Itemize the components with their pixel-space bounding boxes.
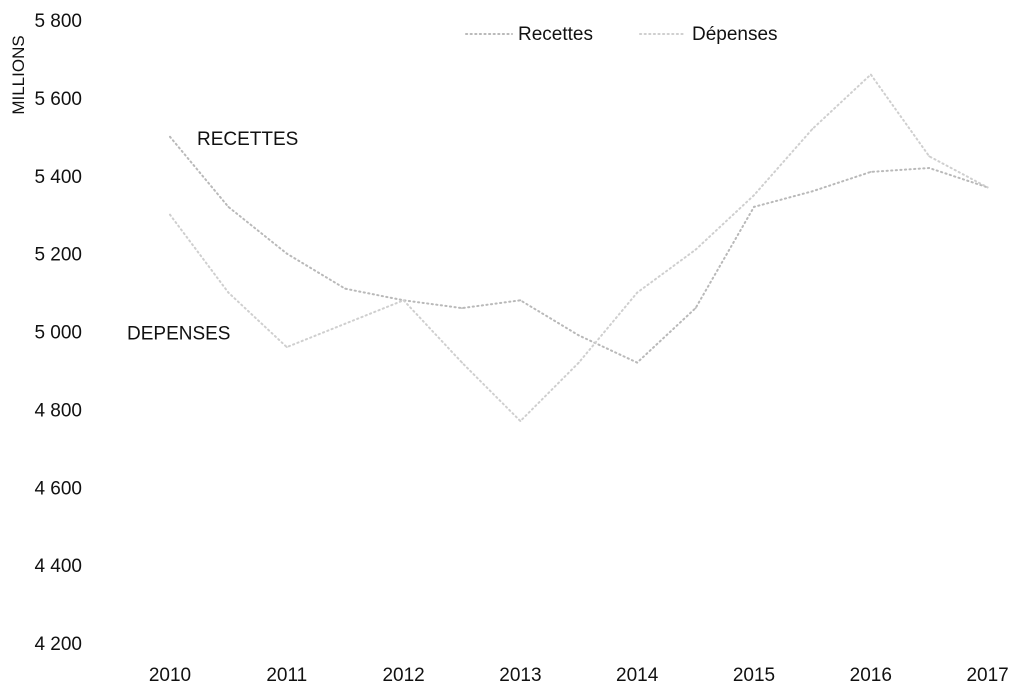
x-tick-label: 2010 [149,665,191,686]
data-point [811,128,814,130]
y-tick-label: 5 200 [34,245,82,266]
data-point [227,206,230,208]
data-point [169,213,171,216]
annotation-label: RECETTES [197,129,298,150]
x-tick-label: 2017 [966,665,1008,686]
data-point [753,194,755,197]
data-point [519,299,522,302]
series-group [169,73,989,423]
y-tick-label: 4 800 [34,400,82,421]
data-point [577,334,580,337]
data-point [928,167,931,169]
data-point [519,420,522,422]
x-tick-label: 2015 [733,665,775,686]
data-point [344,322,347,325]
data-point [402,299,405,302]
data-point [811,190,814,193]
data-point [461,307,463,309]
data-point [227,291,230,294]
data-point [636,291,639,294]
annotations: RECETTES DEPENSES [127,129,298,345]
x-tick-label: 2013 [499,665,541,686]
x-tick-label: 2011 [266,665,307,686]
y-tick-label: 4 200 [34,634,82,655]
legend-label: Dépenses [692,24,778,45]
data-point [285,252,288,255]
x-axis-ticks: 2010 2011 2012 2013 2014 2015 2016 2017 [149,665,1009,686]
legend-label: Recettes [518,24,593,45]
data-point [753,206,755,208]
data-point [285,346,288,348]
x-tick-label: 2012 [382,665,424,686]
y-tick-label: 4 400 [34,556,82,577]
data-point [577,361,580,364]
data-point [869,171,872,173]
annotation-label: DEPENSES [127,324,230,345]
x-tick-label: 2016 [850,665,892,686]
data-point [928,155,931,158]
data-point [636,361,639,364]
data-point [344,287,347,290]
data-point [694,248,697,251]
x-tick-label: 2014 [616,665,659,686]
y-tick-label: 4 600 [34,478,82,499]
series-line-recettes [169,135,989,364]
data-point [986,186,989,189]
data-point [869,73,872,76]
y-tick-label: 5 000 [34,323,82,344]
data-point [169,135,171,138]
data-point [694,307,697,309]
y-axis-ticks: 4 200 4 400 4 600 4 800 5 000 5 200 5 400 5 600… [34,11,82,655]
y-tick-label: 5 600 [34,89,82,110]
data-point [461,361,463,364]
series-line-depenses [169,73,989,423]
y-tick-label: 5 400 [34,167,82,188]
legend: Recettes Dépenses [465,24,778,45]
y-axis-label: MILLIONS [9,35,28,114]
y-tick-label: 5 800 [34,11,82,32]
